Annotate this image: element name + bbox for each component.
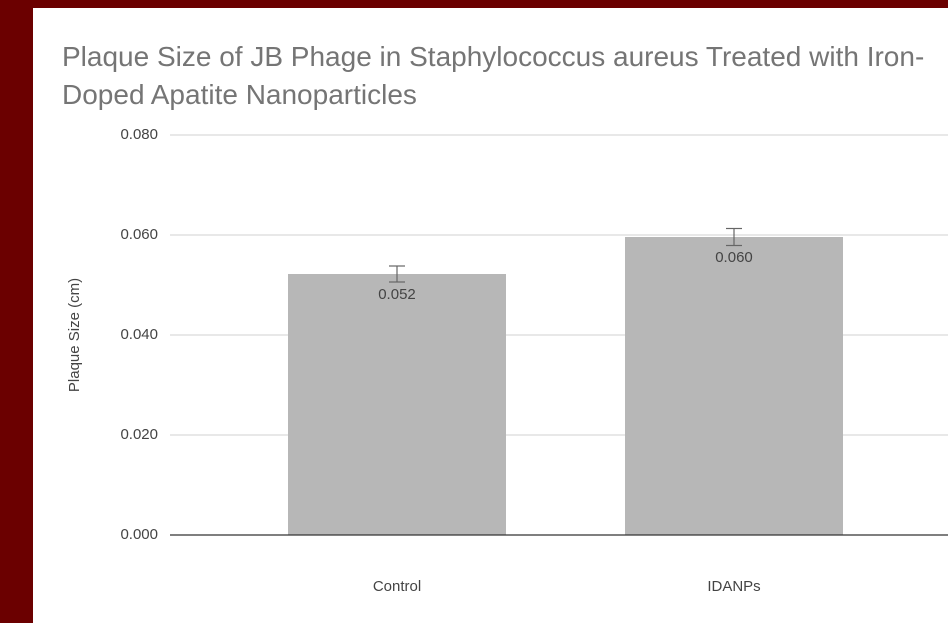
y-axis-label: Plaque Size (cm) bbox=[66, 278, 83, 392]
data-label: 0.052 bbox=[378, 286, 416, 303]
y-tick-label: 0.020 bbox=[120, 426, 158, 443]
y-tick-label: 0.080 bbox=[120, 126, 158, 143]
y-tick-label: 0.000 bbox=[120, 526, 158, 543]
chart-title: Plaque Size of JB Phage in Staphylococcu… bbox=[62, 41, 925, 110]
y-tick-label: 0.060 bbox=[120, 226, 158, 243]
bar bbox=[288, 274, 506, 535]
x-tick-label: Control bbox=[373, 578, 421, 595]
data-label: 0.060 bbox=[715, 249, 753, 266]
x-tick-label: IDANPs bbox=[707, 578, 760, 595]
bar bbox=[625, 237, 843, 535]
y-tick-label: 0.040 bbox=[120, 326, 158, 343]
